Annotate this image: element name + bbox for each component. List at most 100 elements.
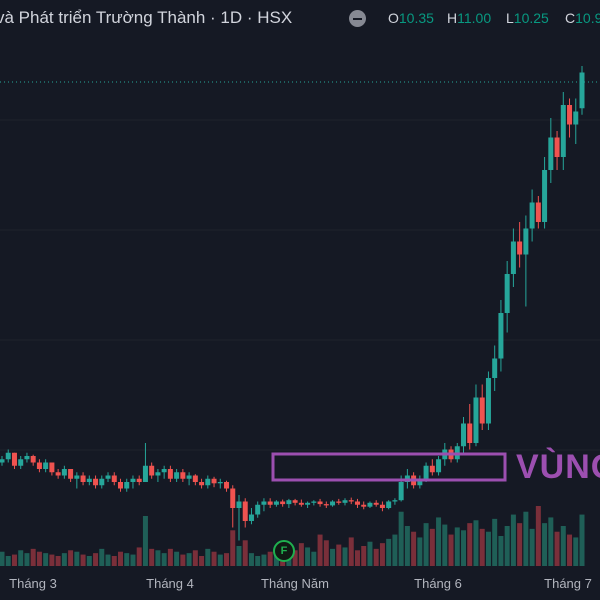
candle: [510, 228, 516, 287]
candle-body: [261, 501, 267, 505]
volume-bar: [373, 548, 379, 566]
candle: [61, 465, 67, 479]
candle: [280, 499, 286, 507]
candle: [379, 501, 385, 512]
volume-bar: [236, 546, 242, 566]
candle-body: [80, 475, 86, 482]
candle: [236, 495, 242, 541]
candle-body: [199, 482, 205, 486]
volume-bar: [224, 553, 230, 566]
volume-bar: [205, 548, 211, 566]
candle: [354, 498, 360, 508]
candle: [155, 469, 161, 482]
volume-bar: [211, 551, 217, 566]
candle-body: [24, 456, 30, 460]
volume-bar: [217, 554, 223, 566]
volume-bar: [479, 528, 485, 566]
accumulation-zone-box: [271, 452, 507, 482]
candle-body: [5, 452, 11, 460]
candle-body: [373, 502, 379, 505]
volume-bar: [504, 526, 510, 566]
candle-body: [342, 500, 348, 503]
candle-body: [529, 202, 535, 229]
volume-bar: [317, 534, 323, 566]
volume-bar: [398, 511, 404, 566]
candle-body: [117, 482, 123, 489]
volume-bar: [361, 546, 367, 566]
candle: [429, 459, 435, 476]
volume-bar: [142, 516, 148, 566]
candle-body: [286, 500, 292, 505]
candle-body: [155, 472, 161, 476]
candle-body: [255, 504, 261, 515]
candle: [242, 498, 248, 528]
collapse-minus-icon[interactable]: [349, 10, 366, 27]
candle-body: [535, 202, 541, 222]
volume-bar: [442, 524, 448, 566]
volume-bar: [261, 554, 267, 566]
volume-bar: [199, 556, 205, 566]
volume-bar: [311, 551, 317, 566]
candle: [367, 501, 373, 508]
volume-bar: [492, 518, 498, 566]
candle: [105, 472, 111, 482]
volume-bar: [542, 523, 548, 566]
candle-body: [242, 501, 248, 521]
symbol-title[interactable]: và Phát triển Trường Thành · 1D · HSX: [0, 8, 293, 27]
volume-bar: [348, 537, 354, 566]
candle: [205, 475, 211, 489]
volume-bar: [342, 547, 348, 566]
candle-body: [136, 478, 142, 482]
candle-body: [186, 475, 192, 479]
open-label: O: [388, 10, 399, 26]
volume-bar: [567, 534, 573, 566]
candle-body: [367, 502, 373, 507]
candle-body: [68, 469, 74, 479]
volume-bar: [0, 551, 5, 566]
volume-bar: [529, 528, 535, 566]
candle: [492, 345, 498, 391]
volume-bar: [99, 548, 105, 566]
volume-bar: [354, 550, 360, 566]
candle: [467, 404, 473, 450]
volume-bar: [473, 520, 479, 566]
candle-body: [317, 501, 323, 505]
candle-body: [542, 170, 548, 222]
candle-body: [417, 478, 423, 486]
volume-bar: [579, 514, 585, 566]
candle: [361, 501, 367, 510]
candle-body: [504, 274, 510, 313]
candle-body: [354, 501, 360, 505]
grid-lines: [0, 119, 600, 451]
candle-body: [330, 501, 336, 506]
low-value: 10.25: [513, 10, 549, 26]
volume-bar: [423, 523, 429, 566]
close-value: 10.9: [575, 10, 600, 26]
candle-body: [111, 475, 117, 482]
candle: [111, 472, 117, 486]
candle-body: [423, 465, 429, 479]
candle-body: [192, 475, 198, 482]
candle: [560, 92, 566, 170]
candle-body: [267, 501, 273, 505]
candle-body: [130, 478, 136, 482]
candle-body: [18, 459, 24, 466]
volume-bar: [111, 556, 117, 566]
candle: [298, 499, 304, 507]
candle: [36, 459, 42, 473]
volume-bar: [18, 550, 24, 566]
candle: [217, 478, 223, 489]
volume-bar: [379, 543, 385, 566]
volume-bar: [336, 544, 342, 566]
candle-body: [473, 397, 479, 443]
candle-body: [124, 482, 130, 489]
candle: [93, 475, 99, 489]
volume-bar: [80, 554, 86, 566]
close-label: C: [565, 10, 576, 26]
volume-bars: [0, 506, 585, 566]
candle: [136, 475, 142, 486]
candle-body: [273, 501, 279, 505]
event-badge-icon[interactable]: F: [273, 540, 295, 562]
candle-body: [579, 72, 585, 109]
